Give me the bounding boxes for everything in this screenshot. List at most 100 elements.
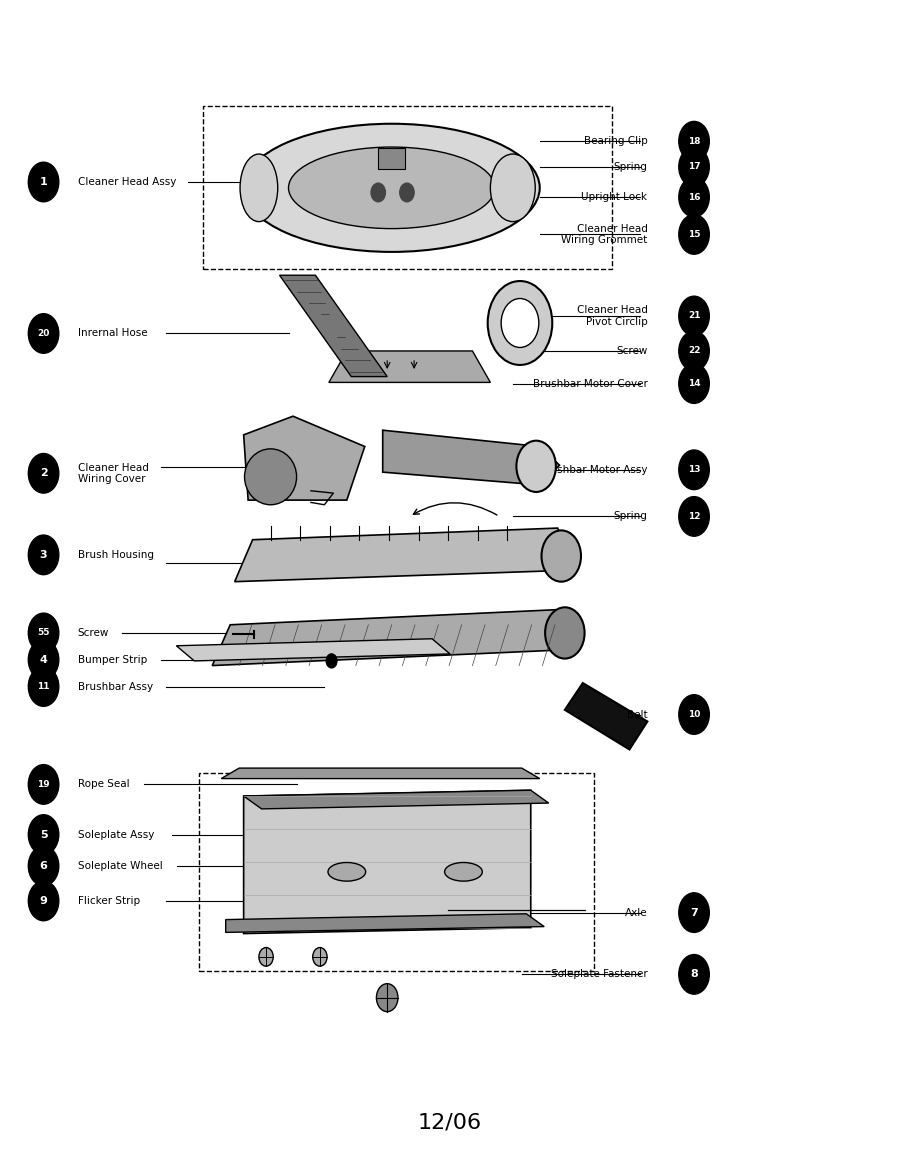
Text: 17: 17 <box>688 162 700 172</box>
Polygon shape <box>221 769 540 779</box>
Circle shape <box>679 147 709 187</box>
Text: Cleaner Head
Wiring Cover: Cleaner Head Wiring Cover <box>77 463 148 484</box>
Ellipse shape <box>491 154 536 222</box>
Circle shape <box>28 667 58 707</box>
Ellipse shape <box>245 449 297 505</box>
Ellipse shape <box>328 862 365 881</box>
Bar <box>378 148 405 169</box>
Polygon shape <box>176 639 450 661</box>
Ellipse shape <box>445 862 482 881</box>
Circle shape <box>28 453 58 493</box>
Circle shape <box>679 297 709 336</box>
Text: 16: 16 <box>688 193 700 202</box>
Text: Inrernal Hose: Inrernal Hose <box>77 328 148 339</box>
Text: Cleaner Head Assy: Cleaner Head Assy <box>77 178 176 187</box>
Circle shape <box>371 183 385 202</box>
Text: Brush Housing: Brush Housing <box>77 550 154 559</box>
Polygon shape <box>244 791 531 933</box>
Text: 14: 14 <box>688 380 700 388</box>
Circle shape <box>679 892 709 932</box>
Text: 10: 10 <box>688 710 700 719</box>
Text: 5: 5 <box>40 829 48 840</box>
Circle shape <box>28 881 58 920</box>
Polygon shape <box>226 913 544 932</box>
Text: Bumper Strip: Bumper Strip <box>77 655 147 665</box>
Circle shape <box>517 440 556 492</box>
Text: 11: 11 <box>37 682 50 691</box>
Text: 13: 13 <box>688 465 700 474</box>
Text: Rope Seal: Rope Seal <box>77 779 130 790</box>
Circle shape <box>501 299 539 347</box>
Text: Soleplate Fastener: Soleplate Fastener <box>551 969 647 979</box>
Circle shape <box>28 815 58 854</box>
Polygon shape <box>280 276 387 376</box>
Polygon shape <box>212 610 578 666</box>
Polygon shape <box>565 683 647 750</box>
Text: 6: 6 <box>40 861 48 871</box>
Text: Cleaner Head
Pivot Circlip: Cleaner Head Pivot Circlip <box>577 305 647 327</box>
Text: 19: 19 <box>37 780 50 788</box>
Text: 18: 18 <box>688 137 700 146</box>
Polygon shape <box>328 350 491 382</box>
Circle shape <box>312 947 327 966</box>
Text: Screw: Screw <box>77 628 109 638</box>
Text: Bearing Clip: Bearing Clip <box>583 137 647 146</box>
Text: Cleaner Head
Wiring Grommet: Cleaner Head Wiring Grommet <box>561 223 647 245</box>
Polygon shape <box>244 791 549 809</box>
Circle shape <box>545 607 585 659</box>
Text: 15: 15 <box>688 230 700 239</box>
Circle shape <box>28 846 58 885</box>
Circle shape <box>542 530 581 582</box>
Circle shape <box>28 640 58 680</box>
Text: Axle: Axle <box>625 908 647 918</box>
Circle shape <box>679 695 709 735</box>
Circle shape <box>679 450 709 489</box>
Polygon shape <box>244 416 364 500</box>
Text: Flicker Strip: Flicker Strip <box>77 896 140 906</box>
Text: 4: 4 <box>40 655 48 665</box>
Circle shape <box>28 765 58 805</box>
Circle shape <box>376 983 398 1011</box>
Circle shape <box>679 496 709 536</box>
Circle shape <box>679 363 709 403</box>
Bar <box>203 106 611 270</box>
Circle shape <box>679 954 709 994</box>
Circle shape <box>679 121 709 161</box>
Text: 12: 12 <box>688 512 700 521</box>
Circle shape <box>679 178 709 217</box>
Circle shape <box>259 947 274 966</box>
Ellipse shape <box>244 124 540 252</box>
Text: 20: 20 <box>38 329 50 338</box>
Circle shape <box>28 613 58 653</box>
Circle shape <box>28 162 58 202</box>
Text: Belt: Belt <box>626 709 647 719</box>
Text: Spring: Spring <box>614 512 647 521</box>
Text: 21: 21 <box>688 312 700 320</box>
Text: 12/06: 12/06 <box>418 1112 482 1132</box>
Circle shape <box>28 314 58 353</box>
Ellipse shape <box>289 147 495 229</box>
Text: 1: 1 <box>40 178 48 187</box>
Text: 7: 7 <box>690 908 698 918</box>
Circle shape <box>326 654 337 668</box>
Text: Spring: Spring <box>614 162 647 172</box>
Circle shape <box>679 215 709 255</box>
Text: 2: 2 <box>40 468 48 479</box>
Circle shape <box>488 281 553 364</box>
Text: 9: 9 <box>40 896 48 906</box>
Text: Soleplate Assy: Soleplate Assy <box>77 829 154 840</box>
Circle shape <box>679 332 709 370</box>
Polygon shape <box>235 528 576 582</box>
Text: 22: 22 <box>688 347 700 355</box>
Ellipse shape <box>240 154 278 222</box>
Text: 8: 8 <box>690 969 698 979</box>
Bar <box>199 773 594 971</box>
Circle shape <box>400 183 414 202</box>
Text: Brushbar Motor Cover: Brushbar Motor Cover <box>533 378 647 389</box>
Text: Brushbar Motor Assy: Brushbar Motor Assy <box>539 465 647 475</box>
Polygon shape <box>382 430 560 485</box>
Text: Brushbar Assy: Brushbar Assy <box>77 682 153 691</box>
Text: 55: 55 <box>37 628 50 638</box>
Text: Soleplate Wheel: Soleplate Wheel <box>77 861 162 871</box>
Text: Upright Lock: Upright Lock <box>581 193 647 202</box>
